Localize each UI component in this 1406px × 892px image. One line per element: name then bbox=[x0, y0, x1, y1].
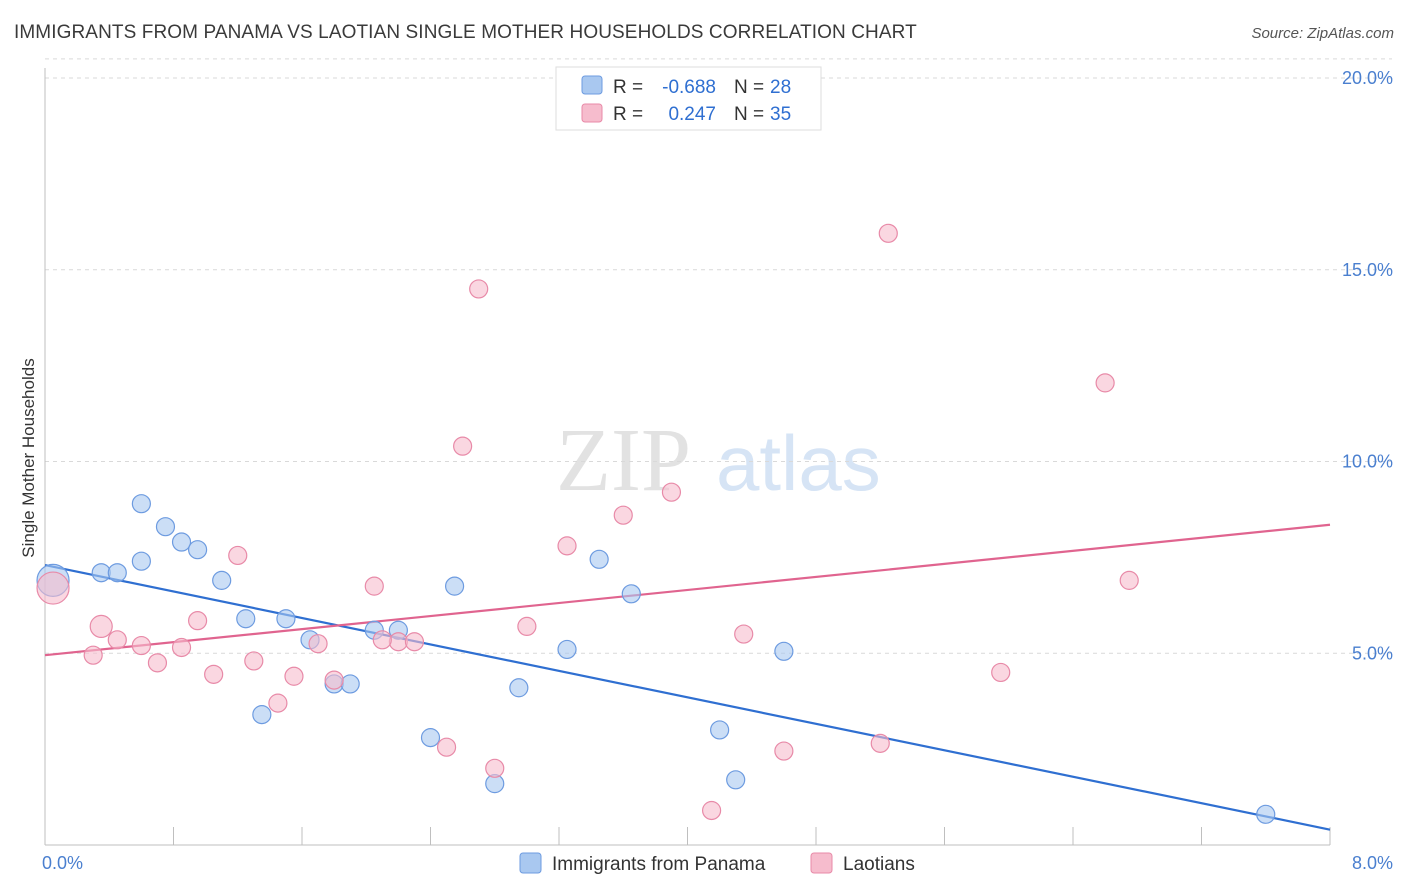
point-laotians-18 bbox=[436, 737, 457, 757]
point-laotians-12 bbox=[284, 666, 304, 686]
point-panama-3 bbox=[131, 551, 151, 571]
bottom-legend-swatch-panama bbox=[519, 852, 542, 874]
bottom-legend-label-panama: Immigrants from Panama bbox=[552, 854, 766, 875]
point-laotians-0 bbox=[36, 571, 70, 605]
grid-lines bbox=[45, 58, 1392, 654]
point-panama-14 bbox=[340, 674, 360, 694]
point-laotians-3 bbox=[107, 630, 127, 650]
point-panama-7 bbox=[187, 540, 208, 560]
chart-title: IMMIGRANTS FROM PANAMA VS LAOTIAN SINGLE… bbox=[14, 22, 917, 43]
point-laotians-11 bbox=[268, 693, 288, 713]
watermark-atlas: atlas bbox=[716, 419, 881, 507]
point-panama-23 bbox=[621, 584, 641, 604]
legend-r-label-laotians: R = bbox=[613, 104, 643, 125]
point-laotians-14 bbox=[324, 670, 344, 690]
point-laotians-24 bbox=[613, 505, 633, 525]
point-laotians-19 bbox=[453, 436, 473, 456]
watermark: ZIP atlas bbox=[556, 411, 881, 510]
trend-line-panama bbox=[44, 563, 1331, 831]
point-panama-17 bbox=[420, 728, 441, 748]
point-laotians-1 bbox=[89, 614, 113, 639]
bottom-legend-label-laotians: Laotians bbox=[843, 854, 915, 875]
y-tick-label-0: 5.0% bbox=[1352, 643, 1393, 663]
point-laotians-21 bbox=[485, 758, 505, 778]
legend-swatch-panama bbox=[581, 75, 603, 95]
point-panama-8 bbox=[212, 570, 232, 590]
legend-n-label-laotians: N = bbox=[734, 104, 764, 125]
point-laotians-6 bbox=[171, 637, 192, 658]
data-points bbox=[36, 223, 1276, 824]
legend-r-label-panama: R = bbox=[613, 77, 643, 98]
point-panama-27 bbox=[1256, 804, 1276, 824]
point-laotians-29 bbox=[870, 733, 890, 753]
point-laotians-8 bbox=[204, 664, 224, 684]
trend-lines bbox=[44, 523, 1331, 831]
point-panama-18 bbox=[444, 576, 465, 596]
point-laotians-23 bbox=[557, 536, 577, 556]
legend-n-value-panama: 28 bbox=[770, 77, 791, 98]
trend-line-laotians bbox=[44, 523, 1331, 657]
point-laotians-9 bbox=[228, 545, 248, 566]
point-laotians-28 bbox=[774, 741, 794, 761]
point-panama-4 bbox=[131, 494, 151, 514]
point-panama-20 bbox=[509, 678, 529, 698]
x-tick-label-0: 0.0% bbox=[42, 853, 83, 873]
legend-n-label-panama: N = bbox=[734, 77, 764, 98]
legend-r-value-laotians: 0.247 bbox=[668, 104, 716, 125]
point-laotians-27 bbox=[734, 624, 754, 644]
bottom-legend-swatch-laotians bbox=[810, 852, 833, 874]
point-laotians-10 bbox=[244, 651, 264, 671]
point-panama-5 bbox=[155, 517, 176, 537]
series-legend: Immigrants from Panama Laotians bbox=[519, 852, 915, 875]
point-panama-24 bbox=[710, 720, 730, 740]
point-panama-9 bbox=[236, 609, 256, 629]
y-tick-labels: 5.0% 10.0% 15.0% 20.0% bbox=[1342, 68, 1393, 663]
point-panama-21 bbox=[557, 639, 577, 660]
axes bbox=[44, 68, 1331, 846]
point-panama-6 bbox=[171, 532, 192, 552]
point-laotians-13 bbox=[308, 634, 328, 654]
x-tick-label-1: 8.0% bbox=[1352, 853, 1393, 873]
point-panama-10 bbox=[252, 705, 272, 725]
point-laotians-34 bbox=[372, 630, 392, 650]
legend-swatch-laotians bbox=[581, 103, 603, 123]
point-laotians-22 bbox=[517, 616, 537, 637]
point-panama-2 bbox=[107, 563, 127, 583]
point-laotians-30 bbox=[878, 223, 898, 243]
correlation-legend: R = -0.688 N = 28 R = 0.247 N = 35 bbox=[555, 66, 822, 131]
point-laotians-2 bbox=[83, 645, 103, 665]
point-panama-22 bbox=[589, 549, 609, 569]
point-panama-25 bbox=[726, 770, 746, 790]
point-panama-1 bbox=[91, 563, 111, 583]
y-tick-label-1: 10.0% bbox=[1342, 452, 1393, 472]
y-tick-label-2: 15.0% bbox=[1342, 260, 1393, 280]
legend-n-value-laotians: 35 bbox=[770, 104, 791, 125]
x-tick-labels: 0.0% 8.0% bbox=[42, 853, 1393, 873]
point-laotians-7 bbox=[187, 611, 208, 631]
point-laotians-20 bbox=[469, 279, 489, 299]
point-laotians-4 bbox=[131, 635, 151, 656]
point-laotians-16 bbox=[388, 632, 408, 652]
point-laotians-33 bbox=[1119, 570, 1139, 590]
point-laotians-15 bbox=[364, 576, 384, 596]
point-laotians-17 bbox=[404, 632, 425, 652]
point-laotians-31 bbox=[991, 662, 1011, 683]
point-laotians-32 bbox=[1095, 373, 1115, 393]
point-panama-26 bbox=[774, 641, 794, 661]
point-laotians-25 bbox=[661, 482, 682, 502]
chart-source: Source: ZipAtlas.com bbox=[1251, 25, 1394, 42]
point-laotians-5 bbox=[147, 653, 168, 673]
y-axis-label: Single Mother Households bbox=[19, 358, 38, 557]
point-panama-11 bbox=[276, 609, 296, 629]
legend-r-value-panama: -0.688 bbox=[662, 77, 716, 98]
y-tick-label-3: 20.0% bbox=[1342, 68, 1393, 88]
point-laotians-26 bbox=[701, 800, 722, 821]
